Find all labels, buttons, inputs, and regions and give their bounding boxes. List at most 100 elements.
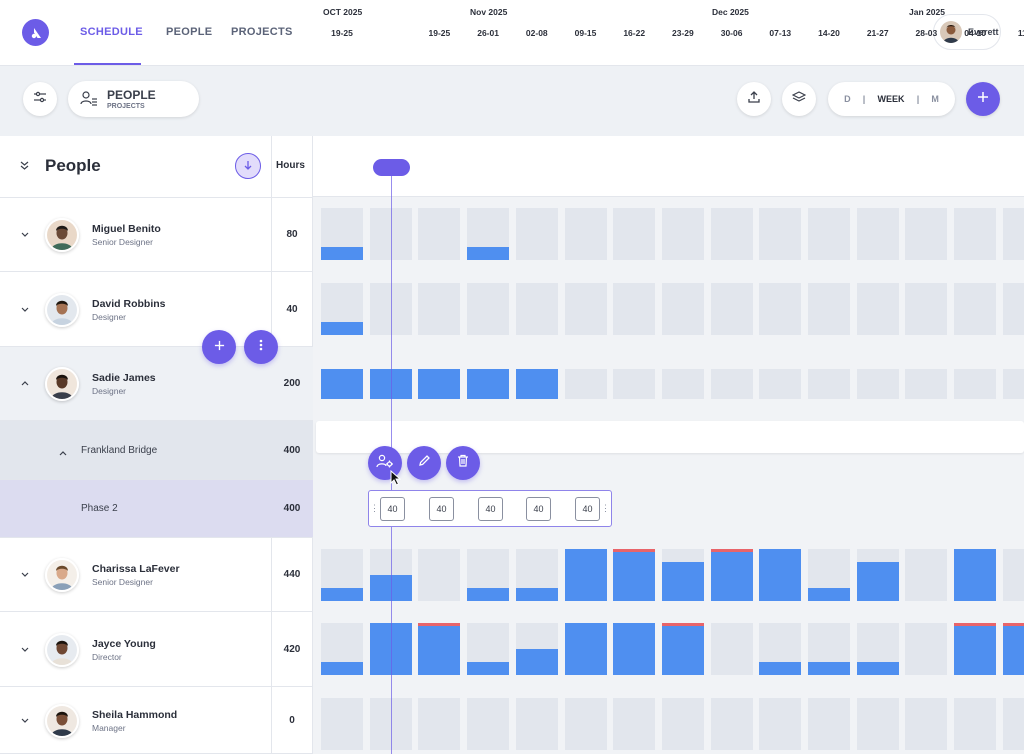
week-capacity-cell[interactable] bbox=[613, 623, 656, 675]
person-row[interactable] bbox=[0, 197, 313, 272]
drag-handle-left-icon[interactable]: ⋮ bbox=[370, 503, 379, 513]
week-capacity-cell[interactable] bbox=[1002, 698, 1024, 750]
week-capacity-cell[interactable] bbox=[710, 549, 753, 601]
week-hours-input[interactable]: 40 bbox=[380, 497, 405, 521]
week-capacity-cell[interactable] bbox=[759, 208, 802, 260]
week-capacity-cell[interactable] bbox=[710, 623, 753, 675]
week-capacity-cell[interactable] bbox=[1002, 549, 1024, 601]
week-capacity-cell[interactable] bbox=[905, 283, 948, 335]
week-capacity-cell[interactable] bbox=[1002, 369, 1024, 399]
week-capacity-cell[interactable] bbox=[321, 208, 363, 260]
app-logo-icon[interactable] bbox=[22, 19, 49, 46]
phase-row[interactable] bbox=[0, 480, 313, 538]
week-capacity-cell[interactable] bbox=[905, 549, 948, 601]
week-capacity-cell[interactable] bbox=[564, 698, 607, 750]
person-name[interactable]: David Robbins bbox=[92, 297, 166, 310]
week-capacity-cell[interactable] bbox=[467, 369, 510, 399]
week-hours-input[interactable]: 40 bbox=[526, 497, 551, 521]
week-capacity-cell[interactable] bbox=[710, 698, 753, 750]
week-label[interactable]: 23-29 bbox=[672, 28, 694, 38]
scale-day[interactable]: D bbox=[844, 94, 851, 104]
week-label[interactable]: 11- bbox=[1017, 28, 1024, 38]
week-capacity-cell[interactable] bbox=[710, 283, 753, 335]
week-capacity-cell[interactable] bbox=[954, 623, 997, 675]
week-capacity-cell[interactable] bbox=[515, 698, 558, 750]
week-label[interactable]: 09-15 bbox=[574, 28, 597, 38]
week-capacity-cell[interactable] bbox=[905, 623, 948, 675]
week-capacity-cell[interactable] bbox=[515, 549, 558, 601]
week-capacity-cell[interactable] bbox=[321, 549, 363, 601]
scale-week[interactable]: WEEK bbox=[877, 94, 905, 104]
week-capacity-cell[interactable] bbox=[564, 208, 607, 260]
tab-people[interactable]: PEOPLE bbox=[166, 26, 213, 38]
phase-row-label[interactable]: Phase 2 bbox=[81, 503, 118, 514]
week-capacity-cell[interactable] bbox=[418, 208, 461, 260]
week-capacity-cell[interactable] bbox=[954, 369, 997, 399]
week-label[interactable]: 14-20 bbox=[818, 28, 840, 38]
chevron-up-icon[interactable] bbox=[58, 445, 68, 463]
week-capacity-cell[interactable] bbox=[954, 549, 997, 601]
week-label[interactable]: 28-03 bbox=[915, 28, 938, 38]
week-capacity-cell[interactable] bbox=[418, 549, 461, 601]
person-name[interactable]: Jayce Young bbox=[92, 637, 156, 650]
week-hours-input[interactable]: 40 bbox=[478, 497, 503, 521]
week-capacity-cell[interactable] bbox=[759, 623, 802, 675]
week-capacity-cell[interactable] bbox=[759, 549, 802, 601]
week-capacity-cell[interactable] bbox=[905, 369, 948, 399]
week-capacity-cell[interactable] bbox=[515, 283, 558, 335]
chevron-down-icon[interactable] bbox=[20, 715, 30, 728]
week-label[interactable]: 19-25 bbox=[331, 28, 353, 38]
week-capacity-cell[interactable] bbox=[321, 369, 363, 399]
week-capacity-cell[interactable] bbox=[759, 283, 802, 335]
week-capacity-cell[interactable] bbox=[710, 369, 753, 399]
view-switcher[interactable]: PEOPLE PROJECTS bbox=[68, 81, 199, 117]
week-capacity-cell[interactable] bbox=[515, 369, 558, 399]
week-capacity-cell[interactable] bbox=[418, 369, 461, 399]
drag-handle-right-icon[interactable]: ⋮ bbox=[601, 503, 610, 513]
person-name[interactable]: Charissa LaFever bbox=[92, 563, 180, 575]
week-capacity-cell[interactable] bbox=[1002, 208, 1024, 260]
week-capacity-cell[interactable] bbox=[369, 283, 412, 335]
assign-people-button[interactable] bbox=[368, 446, 402, 480]
week-capacity-cell[interactable] bbox=[515, 623, 558, 675]
week-capacity-cell[interactable] bbox=[418, 623, 461, 675]
week-capacity-cell[interactable] bbox=[467, 698, 510, 750]
user-menu[interactable]: Everett bbox=[933, 14, 1001, 50]
tab-projects[interactable]: PROJECTS bbox=[231, 26, 293, 38]
week-capacity-cell[interactable] bbox=[613, 549, 656, 601]
week-capacity-cell[interactable] bbox=[564, 549, 607, 601]
chevron-up-icon[interactable] bbox=[20, 378, 30, 391]
week-capacity-cell[interactable] bbox=[954, 698, 997, 750]
week-capacity-cell[interactable] bbox=[759, 698, 802, 750]
week-capacity-cell[interactable] bbox=[321, 283, 363, 335]
week-capacity-cell[interactable] bbox=[808, 623, 850, 675]
week-label[interactable]: 04-10 bbox=[964, 28, 986, 38]
week-label[interactable]: 07-13 bbox=[769, 28, 792, 38]
add-assignment-button[interactable] bbox=[202, 330, 236, 364]
week-capacity-cell[interactable] bbox=[808, 208, 850, 260]
week-capacity-cell[interactable] bbox=[613, 208, 656, 260]
week-capacity-cell[interactable] bbox=[321, 623, 363, 675]
week-capacity-cell[interactable] bbox=[954, 208, 997, 260]
week-capacity-cell[interactable] bbox=[613, 283, 656, 335]
week-hours-input[interactable]: 40 bbox=[575, 497, 600, 521]
person-name[interactable]: Sheila Hammond bbox=[92, 708, 178, 721]
week-hours-input[interactable]: 40 bbox=[429, 497, 454, 521]
week-label[interactable]: 19-25 bbox=[428, 28, 451, 38]
week-capacity-cell[interactable] bbox=[808, 283, 850, 335]
week-capacity-cell[interactable] bbox=[905, 208, 948, 260]
week-capacity-cell[interactable] bbox=[613, 698, 656, 750]
person-row[interactable] bbox=[0, 272, 313, 347]
week-capacity-cell[interactable] bbox=[905, 698, 948, 750]
edit-button[interactable] bbox=[407, 446, 441, 480]
week-capacity-cell[interactable] bbox=[467, 549, 510, 601]
week-capacity-cell[interactable] bbox=[564, 369, 607, 399]
chevron-down-icon[interactable] bbox=[20, 569, 30, 582]
chevron-down-icon[interactable] bbox=[20, 229, 30, 242]
person-name[interactable]: Miguel Benito bbox=[92, 222, 161, 235]
week-capacity-cell[interactable] bbox=[856, 549, 899, 601]
week-capacity-cell[interactable] bbox=[808, 369, 850, 399]
week-capacity-cell[interactable] bbox=[856, 623, 899, 675]
week-capacity-cell[interactable] bbox=[321, 698, 363, 750]
week-capacity-cell[interactable] bbox=[856, 698, 899, 750]
